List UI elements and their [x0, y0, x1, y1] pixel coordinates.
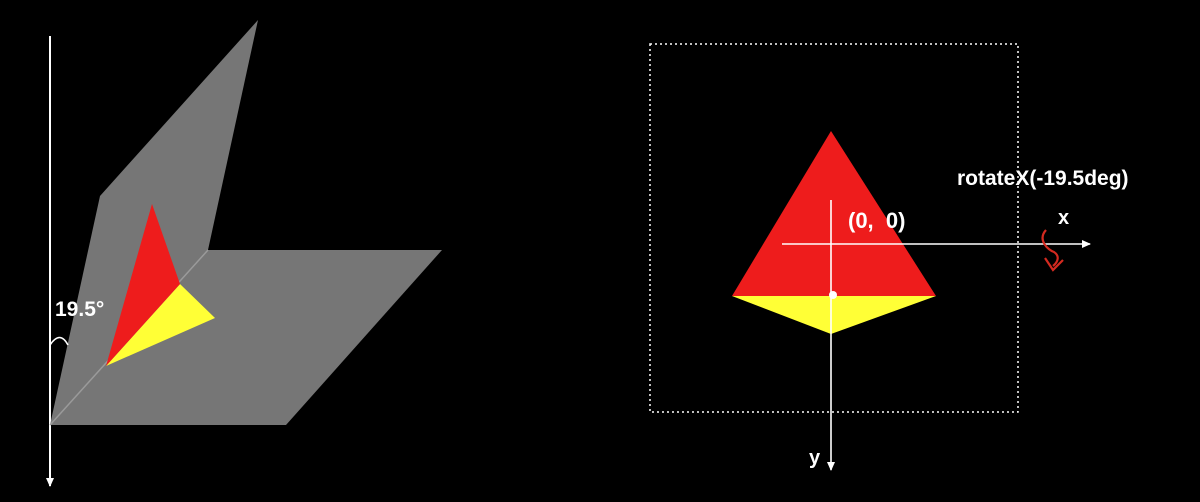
transform-label: rotateX(-19.5deg) — [957, 167, 1129, 190]
origin-label: (0, 0) — [848, 208, 905, 233]
yellow-floor-triangle — [106, 284, 215, 366]
y-axis-label: y — [809, 447, 821, 469]
left-3d-diagram: 19.5° — [46, 20, 442, 487]
right-2d-diagram: (0, 0) rotateX(-19.5deg) x y — [649, 43, 1129, 471]
red-tilted-triangle — [106, 204, 180, 366]
origin-point — [829, 291, 837, 299]
angle-label: 19.5° — [55, 298, 104, 321]
x-axis-label: x — [1058, 207, 1069, 229]
red-projected-face — [732, 131, 936, 296]
yellow-projected-face — [732, 296, 936, 334]
dotted-bounding-box — [649, 43, 1019, 413]
floor-plane — [50, 250, 442, 425]
angle-arc-icon — [49, 336, 69, 346]
rotation-arrow-icon — [1041, 229, 1064, 272]
